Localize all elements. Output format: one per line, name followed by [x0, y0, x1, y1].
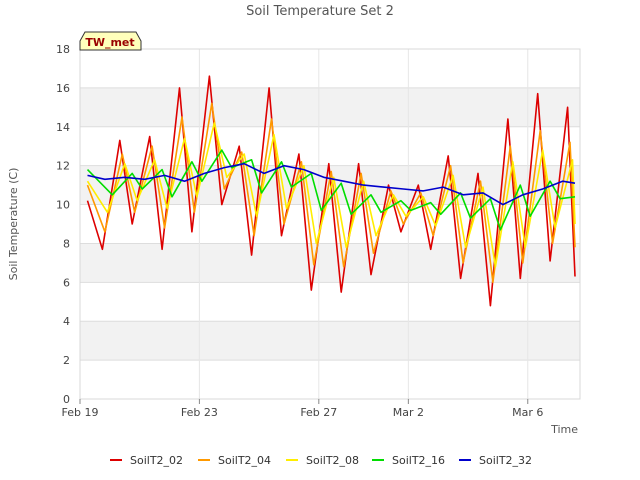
- y-tick-label: 14: [56, 121, 70, 134]
- y-tick-label: 6: [63, 276, 70, 289]
- x-tick-label: Feb 19: [62, 406, 99, 419]
- legend-label: SoilT2_08: [306, 454, 359, 467]
- x-axis: Feb 19 Feb 23 Feb 27 Mar 2 Mar 6: [62, 399, 543, 419]
- y-tick-label: 0: [63, 393, 70, 406]
- series-line-soilt2_02: [86, 75, 576, 307]
- y-tick-label: 10: [56, 199, 70, 212]
- legend: SoilT2_02 SoilT2_04 SoilT2_08 SoilT2_16 Soil…: [110, 454, 532, 467]
- plot-band: [80, 243, 580, 283]
- plot-background: [80, 49, 580, 399]
- legend-label: SoilT2_02: [130, 454, 183, 467]
- chart-title: Soil Temperature Set 2: [246, 4, 394, 19]
- series-lines: [86, 75, 576, 307]
- x-tick-label: Mar 6: [512, 406, 543, 419]
- series-line-soilt2_04: [86, 102, 576, 284]
- plot-frame: [79, 48, 581, 400]
- station-tag-label: TW_met: [85, 36, 134, 49]
- y-tick-label: 18: [56, 43, 70, 56]
- x-tick-label: Feb 23: [181, 406, 218, 419]
- plot-band: [80, 360, 580, 399]
- plot-band: [80, 126, 580, 166]
- y-tick-label: 4: [63, 315, 70, 328]
- legend-label: SoilT2_16: [392, 454, 445, 467]
- series-line-soilt2_32: [87, 162, 576, 206]
- plot-band: [80, 87, 580, 127]
- plot-band: [80, 282, 580, 322]
- y-tick-label: 2: [63, 354, 70, 367]
- series-line-soilt2_08: [86, 122, 576, 268]
- series-line-soilt2_16: [86, 149, 576, 231]
- x-tick-label: Mar 2: [393, 406, 424, 419]
- y-tick-label: 12: [56, 160, 70, 173]
- y-axis: 0 2 4 6 8 10 12 14 16 18: [56, 43, 70, 406]
- y-tick-label: 8: [63, 237, 70, 250]
- x-axis-label: Time: [550, 423, 578, 436]
- legend-label: SoilT2_04: [218, 454, 271, 467]
- plot-band: [80, 321, 580, 361]
- y-tick-label: 16: [56, 82, 70, 95]
- x-tick-label: Feb 27: [300, 406, 337, 419]
- plot-band: [80, 49, 580, 88]
- y-axis-label: Soil Temperature (C): [7, 168, 20, 281]
- legend-label: SoilT2_32: [479, 454, 532, 467]
- station-tag: TW_met: [79, 31, 142, 51]
